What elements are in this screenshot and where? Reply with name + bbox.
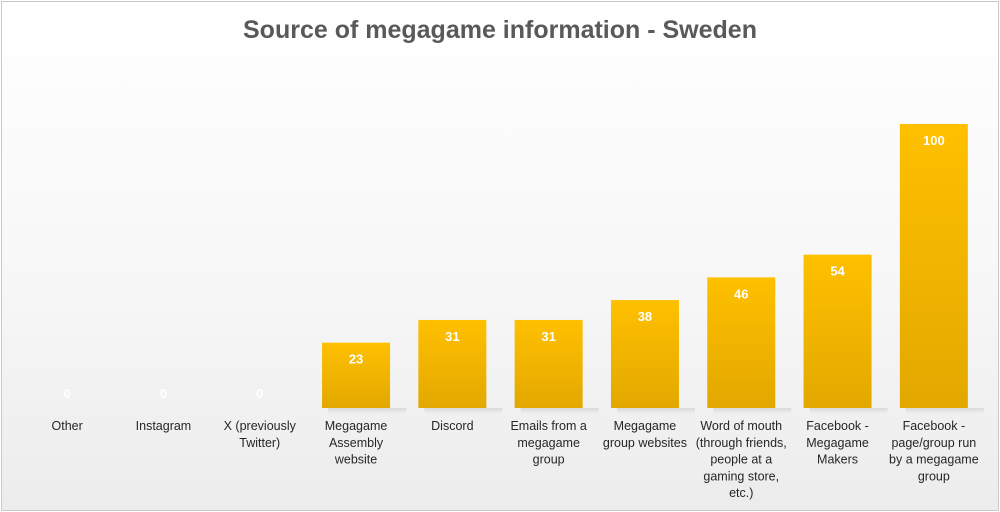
category-label: Discord xyxy=(431,419,473,433)
bar-shadow xyxy=(713,408,792,414)
category-label: Megagame group websites xyxy=(603,419,687,450)
bar-value-label: 0 xyxy=(64,386,71,401)
bar xyxy=(610,300,679,408)
category-label: Facebook -page/group run by a megagame gro… xyxy=(889,419,979,483)
bar-value-label: 0 xyxy=(160,386,167,401)
bar-value-label: 54 xyxy=(830,264,845,279)
bar-value-label: 38 xyxy=(638,309,652,324)
category-label: Megagame Assembly website xyxy=(325,419,388,467)
bar-value-label: 31 xyxy=(541,329,555,344)
bar xyxy=(899,124,968,408)
category-label: X (previously Twitter) xyxy=(224,419,297,450)
category-label: Word of mouth (through friends, people at … xyxy=(696,419,787,500)
bar-shadow xyxy=(809,408,888,414)
category-label: Other xyxy=(52,419,83,433)
category-label: Facebook -Megagame Makers xyxy=(806,419,869,467)
bar-value-label: 46 xyxy=(734,286,748,301)
bar xyxy=(322,342,391,408)
bar-value-label: 0 xyxy=(256,386,263,401)
bar-shadow xyxy=(328,408,407,414)
category-label: Instagram xyxy=(136,419,192,433)
bar xyxy=(418,319,487,408)
chart-title: Source of megagame information - Sweden xyxy=(243,16,757,44)
bar xyxy=(514,319,583,408)
bar xyxy=(707,277,776,408)
bar-shadow xyxy=(520,408,599,414)
bar-value-label: 100 xyxy=(923,133,945,148)
bar-shadow xyxy=(905,408,984,414)
bar-value-label: 23 xyxy=(349,352,363,367)
bar-value-label: 31 xyxy=(445,329,459,344)
bar-shadow xyxy=(616,408,695,414)
category-label: Emails from a megagame group xyxy=(510,419,586,467)
bar-shadow xyxy=(424,408,503,414)
bar xyxy=(803,254,872,408)
